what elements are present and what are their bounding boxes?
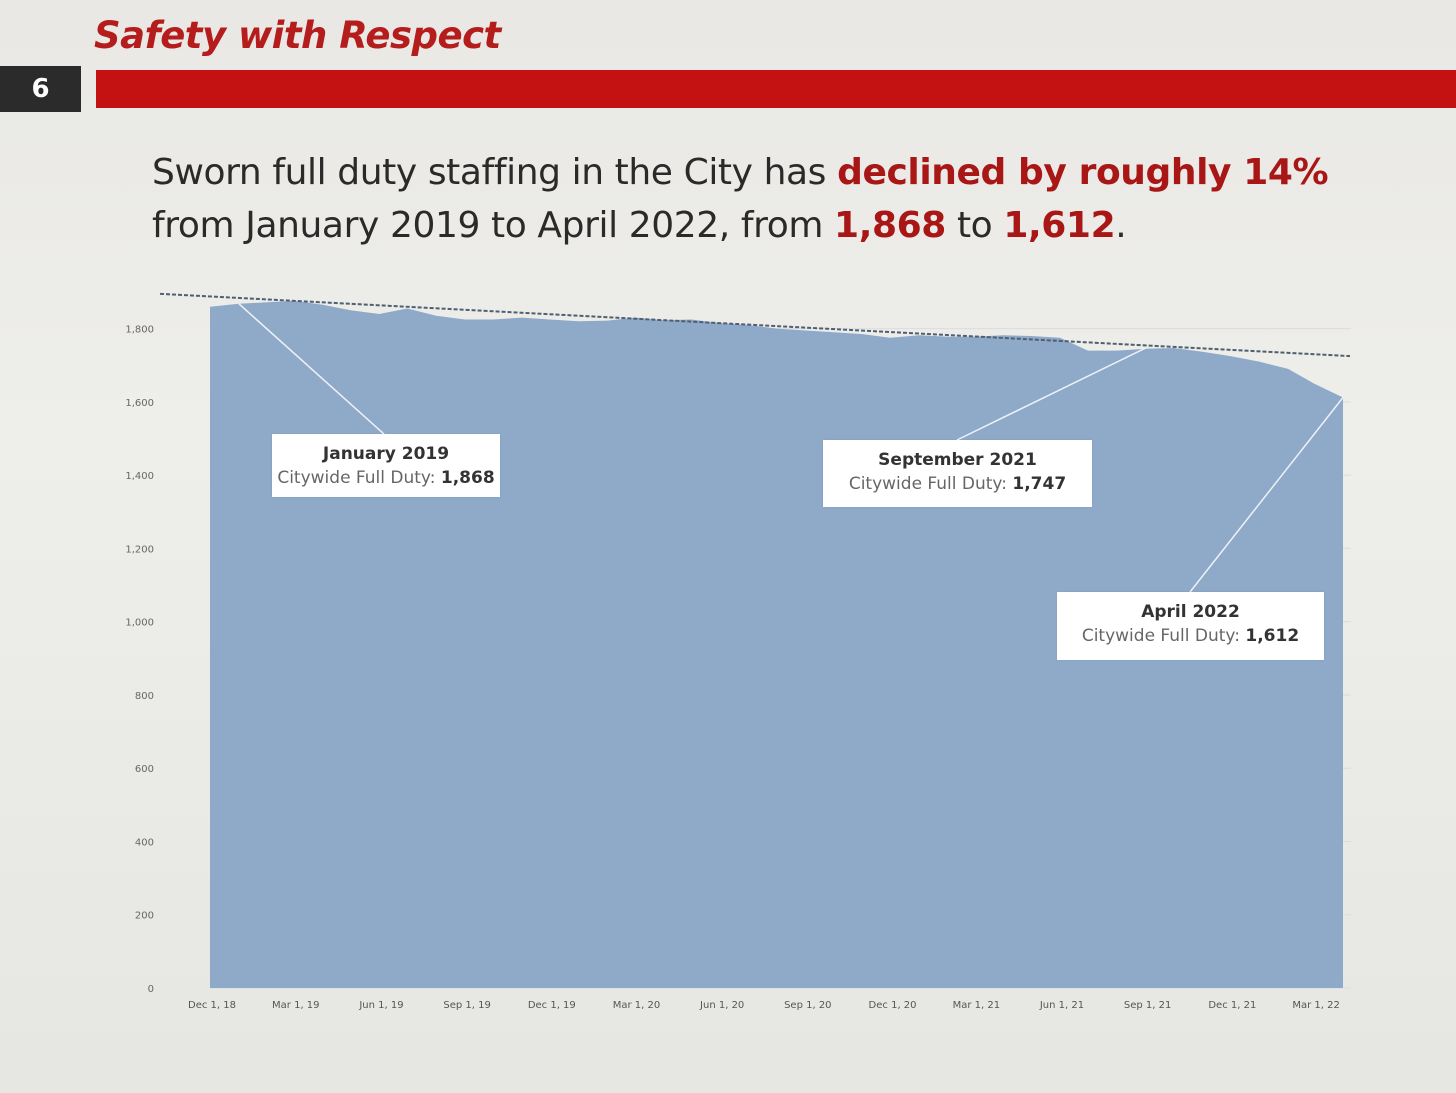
x-tick-label: Dec 1, 18: [188, 1000, 236, 1011]
y-tick-label: 0: [148, 984, 154, 995]
headline-text: .: [1115, 205, 1127, 246]
annotation-leader-line: [956, 347, 1146, 441]
annotation-leader-line: [238, 303, 385, 435]
x-tick-label: Sep 1, 19: [443, 1000, 490, 1011]
headline-highlight-start-value: 1,868: [834, 205, 946, 246]
x-tick-label: Dec 1, 20: [869, 1000, 917, 1011]
annotation-value: 1,868: [440, 468, 495, 488]
x-tick-label: Mar 1, 19: [272, 1000, 320, 1011]
y-tick-label: 800: [135, 691, 154, 702]
x-tick-label: Mar 1, 21: [953, 1000, 1001, 1011]
x-tick-label: Mar 1, 22: [1292, 1000, 1340, 1011]
x-tick-label: Jun 1, 19: [358, 1000, 403, 1011]
x-tick-label: Dec 1, 21: [1208, 1000, 1256, 1011]
header-accent-bar: [96, 70, 1456, 108]
annotation-label: Citywide Full Duty:: [277, 468, 441, 488]
x-tick-label: Sep 1, 21: [1124, 1000, 1171, 1011]
headline-highlight-decline: declined by roughly 14%: [837, 152, 1329, 193]
x-tick-label: Dec 1, 19: [528, 1000, 576, 1011]
annotation-value: 1,747: [1012, 474, 1067, 494]
x-tick-label: Jun 1, 21: [1039, 1000, 1084, 1011]
y-tick-label: 1,600: [125, 398, 154, 409]
y-tick-label: 1,000: [125, 618, 154, 629]
headline-text: from January 2019 to April 2022, from: [152, 205, 835, 246]
y-tick-label: 1,800: [125, 325, 154, 336]
annotation-title: April 2022: [1141, 602, 1240, 622]
y-tick-label: 200: [135, 911, 154, 922]
annotation-box: January 2019 Citywide Full Duty: 1,868: [272, 434, 500, 497]
annotation-value: 1,612: [1245, 626, 1300, 646]
y-tick-label: 400: [135, 837, 154, 848]
annotation-box: April 2022 Citywide Full Duty: 1,612: [1057, 592, 1324, 660]
annotation-label: Citywide Full Duty:: [848, 474, 1013, 494]
x-tick-label: Jun 1, 20: [699, 1000, 744, 1011]
annotation-value-line: Citywide Full Duty: 1,612: [1057, 626, 1324, 646]
slide-title: Safety with Respect: [94, 14, 501, 57]
annotation-title: January 2019: [322, 444, 450, 464]
x-tick-label: Sep 1, 20: [784, 1000, 831, 1011]
y-tick-label: 600: [135, 764, 154, 775]
y-tick-label: 1,200: [125, 544, 154, 555]
x-tick-label: Mar 1, 20: [613, 1000, 661, 1011]
annotation-title: September 2021: [878, 450, 1037, 470]
y-tick-label: 1,400: [125, 471, 154, 482]
trend-line: [159, 292, 1351, 358]
annotation-label: Citywide Full Duty:: [1081, 626, 1246, 646]
annotation-leader-line: [1189, 397, 1344, 593]
headline: Sworn full duty staffing in the City has…: [152, 146, 1402, 252]
headline-text: to: [945, 205, 1004, 246]
headline-highlight-end-value: 1,612: [1003, 205, 1116, 246]
headline-text: Sworn full duty staffing in the City has: [152, 152, 838, 193]
annotation-value-line: Citywide Full Duty: 1,747: [823, 474, 1092, 494]
annotation-value-line: Citywide Full Duty: 1,868: [272, 468, 500, 488]
annotation-box: September 2021 Citywide Full Duty: 1,747: [823, 440, 1092, 507]
slide-number: 6: [0, 66, 81, 112]
